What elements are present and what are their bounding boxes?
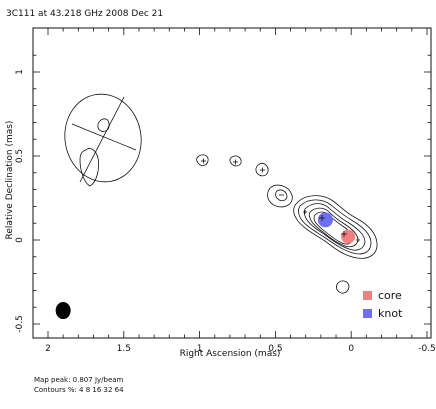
contours-note: Contours %: 4 8 16 32 64 — [34, 386, 124, 394]
jet-blob-4-outer — [267, 184, 293, 208]
component-crosses — [201, 158, 360, 242]
jet-contours — [196, 154, 378, 294]
x-tick-label: 0 — [348, 344, 354, 354]
axis-tick-labels: 2 1.5 1 0.5 0 -0.5 1 0.5 0 -0.5 — [15, 69, 436, 354]
x-tick-label: 2 — [45, 344, 51, 354]
jet-blob-2 — [229, 155, 242, 167]
fitted-ellipse — [64, 93, 142, 183]
legend-label-knot: knot — [378, 306, 403, 320]
axis-ticks — [33, 28, 431, 338]
jet-blob-1 — [196, 154, 209, 166]
ellipse-minor-axis — [71, 123, 137, 151]
ellipse-inner-contour — [97, 118, 110, 132]
chart-title: 3C111 at 43.218 GHz 2008 Dec 21 — [6, 9, 164, 19]
x-tick-label: 1 — [197, 344, 203, 354]
y-tick-label: 1 — [15, 69, 25, 75]
y-tick-label: 0.5 — [15, 149, 25, 163]
x-tick-label: 0.5 — [268, 344, 282, 354]
x-tick-label: 1.5 — [117, 344, 131, 354]
knot-component — [317, 212, 333, 228]
jet-blob-4-inner — [275, 189, 288, 202]
legend-swatch-knot — [363, 308, 372, 318]
legend-label-core: core — [378, 288, 402, 302]
core-contour-2 — [298, 199, 372, 255]
core-contour-1 — [293, 195, 378, 259]
plot-frame — [32, 27, 432, 339]
y-tick-label: -0.5 — [15, 315, 25, 333]
core-component — [341, 229, 356, 244]
core-contour-3 — [303, 203, 366, 251]
ellipse-major-axis — [79, 96, 125, 183]
legend-item-knot: knot — [363, 304, 402, 322]
legend-item-core: core — [363, 286, 402, 304]
legend-swatch-core — [363, 290, 372, 300]
x-tick-label: -0.5 — [418, 344, 436, 354]
ellipse-lower-contour — [79, 148, 99, 187]
jet-blob-5 — [336, 280, 350, 294]
y-axis-label: Relative Declination (mas) — [5, 120, 15, 240]
core-contour-4 — [308, 207, 359, 248]
x-axis-label: Right Ascension (mas) — [179, 349, 281, 359]
jet-blob-3 — [255, 163, 269, 177]
restoring-beam — [55, 302, 71, 320]
legend: core knot — [363, 286, 402, 322]
y-tick-label: 0 — [15, 237, 25, 243]
map-peak-note: Map peak: 0.807 Jy/beam — [34, 376, 124, 384]
upper-left-ellipse-feature — [64, 93, 142, 187]
